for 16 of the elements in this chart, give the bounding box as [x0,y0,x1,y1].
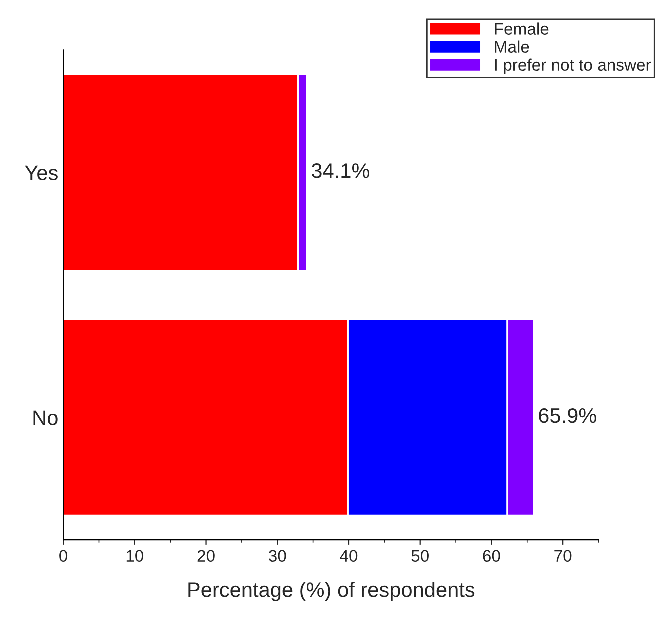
x-tick-label: 40 [340,550,358,562]
x-tick-label: 20 [198,550,215,562]
x-tick-label: 30 [269,550,286,562]
y-tick-label: No [34,410,58,426]
x-axis-title: Percentage (%) of respondents [188,582,475,602]
x-tick-label: 10 [126,550,144,562]
x-tick-label: 50 [412,550,429,562]
legend-label: Female [495,22,549,35]
total-label: 65.9% [539,408,596,424]
legend-label: I prefer not to answer [495,58,652,74]
x-tick-label: 60 [483,550,500,562]
legend-label: Male [495,40,530,53]
y-tick-label: Yes [25,166,58,180]
total-label: 34.1% [312,164,370,178]
x-tick-label: 70 [554,550,572,562]
x-tick-label: 0 [60,550,68,562]
